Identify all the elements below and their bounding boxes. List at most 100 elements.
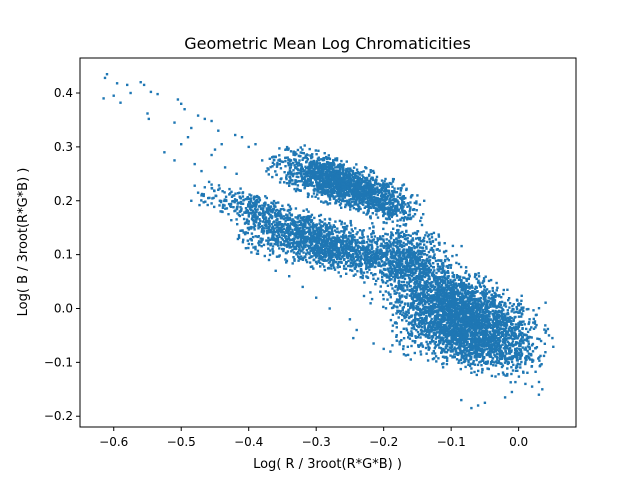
data-point: [312, 246, 315, 249]
data-point: [255, 252, 259, 255]
data-point: [314, 247, 317, 250]
data-point: [319, 258, 322, 261]
data-point: [340, 206, 343, 209]
data-point: [392, 254, 395, 258]
data-point: [340, 240, 343, 243]
data-point: [286, 156, 289, 159]
data-point: [291, 182, 294, 186]
data-point: [436, 279, 439, 282]
data-point: [285, 261, 288, 264]
data-point: [392, 275, 395, 278]
data-point: [382, 238, 385, 241]
data-point: [326, 267, 330, 270]
data-point: [360, 236, 364, 240]
data-point: [484, 289, 487, 293]
data-point: [271, 165, 274, 168]
data-point: [402, 280, 406, 284]
data-point: [362, 170, 365, 173]
data-point: [460, 283, 464, 286]
data-point: [390, 270, 394, 273]
data-point: [327, 169, 330, 172]
data-point: [367, 252, 370, 255]
data-point: [283, 242, 286, 245]
data-point: [336, 227, 339, 230]
data-point: [403, 316, 406, 320]
data-point: [324, 163, 327, 166]
data-point: [332, 196, 336, 199]
data-point: [305, 237, 308, 240]
data-point: [297, 214, 300, 217]
data-point: [265, 170, 268, 173]
data-point: [336, 166, 339, 169]
data-point: [504, 305, 508, 308]
data-point: [311, 265, 314, 268]
data-point: [371, 222, 374, 225]
data-point: [313, 224, 316, 227]
data-point: [248, 226, 251, 229]
data-point: [386, 280, 389, 283]
data-point: [449, 281, 452, 284]
data-point: [280, 160, 283, 163]
data-point: [330, 228, 333, 231]
data-point: [433, 288, 436, 291]
data-point: [491, 289, 494, 292]
data-point: [410, 253, 413, 256]
data-point: [285, 245, 289, 248]
data-point: [383, 264, 386, 267]
data-point: [353, 201, 356, 204]
data-point: [337, 263, 340, 266]
data-point: [373, 184, 376, 187]
data-point: [312, 234, 315, 237]
data-point: [352, 200, 355, 203]
data-point: [328, 250, 331, 253]
data-point: [396, 231, 399, 234]
data-point: [407, 276, 411, 279]
data-point: [304, 231, 307, 235]
data-point: [401, 251, 405, 255]
data-point: [341, 193, 344, 196]
data-point: [337, 240, 340, 244]
data-point: [402, 257, 405, 261]
data-point: [418, 237, 421, 240]
data-point: [332, 186, 335, 189]
data-point: [368, 227, 371, 230]
data-point: [275, 255, 279, 258]
data-point: [352, 206, 356, 210]
data-point: [395, 284, 398, 288]
data-point: [291, 245, 295, 248]
data-point: [286, 250, 290, 253]
data-point: [283, 171, 286, 174]
data-point: [365, 275, 368, 278]
data-point: [477, 275, 481, 278]
data-point: [370, 272, 373, 275]
data-point: [412, 308, 415, 311]
data-point: [361, 276, 364, 280]
data-point: [278, 147, 281, 150]
data-point: [285, 174, 288, 177]
data-point: [320, 166, 323, 170]
data-point: [409, 261, 412, 264]
data-point: [404, 274, 407, 277]
data-point: [326, 247, 329, 251]
data-point: [285, 259, 289, 263]
data-point: [395, 250, 399, 254]
data-point: [303, 228, 306, 232]
data-point: [305, 215, 309, 219]
data-point: [379, 237, 383, 240]
data-point: [297, 256, 301, 260]
data-point: [425, 247, 428, 250]
data-point: [370, 240, 373, 243]
data-point: [315, 160, 318, 163]
data-point: [397, 240, 400, 244]
data-point: [274, 201, 277, 205]
data-point: [307, 217, 310, 220]
data-point: [315, 167, 319, 170]
data-point: [388, 263, 391, 267]
data-point: [457, 282, 461, 286]
data-point: [324, 171, 327, 174]
data-point: [361, 274, 365, 277]
data-point: [319, 248, 322, 251]
data-point: [348, 244, 351, 247]
data-point: [419, 239, 422, 243]
